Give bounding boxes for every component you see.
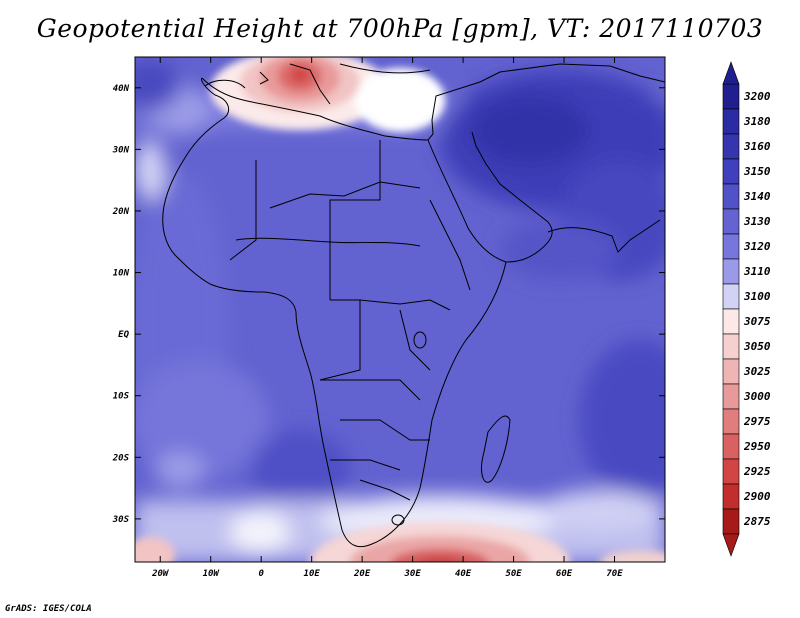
colorbar-segment — [722, 358, 740, 385]
x-tick-label: 20W — [151, 569, 170, 579]
x-tick-label: 60E — [556, 569, 573, 579]
map-field — [135, 57, 665, 562]
colorbar-label: 3140 — [743, 190, 771, 203]
x-tick-label: 0 — [258, 569, 264, 579]
x-tick-label: 10W — [203, 569, 221, 579]
colorbar-label: 3025 — [743, 365, 771, 378]
colorbar-segment — [722, 233, 740, 260]
colorbar-segment — [722, 433, 740, 460]
colorbar-label: 2875 — [743, 515, 771, 528]
x-tick-label: 50E — [505, 569, 522, 579]
colorbar-segment — [722, 133, 740, 160]
x-tick-label: 20E — [353, 569, 371, 579]
colorbar-label: 3075 — [743, 315, 771, 328]
colorbar-segment — [722, 258, 740, 285]
colorbar-label: 3130 — [743, 215, 771, 228]
y-tick-label: 30N — [112, 145, 130, 155]
colorbar-label: 3200 — [743, 90, 771, 103]
colorbar-segment — [722, 458, 740, 485]
x-tick-label: 30E — [403, 569, 421, 579]
colorbar-segment — [722, 283, 740, 310]
colorbar-label: 3180 — [743, 115, 771, 128]
coastlines — [162, 63, 665, 548]
colorbar-segment — [722, 333, 740, 360]
colorbar: 3200 3180 3160 3150 3140 3130 3120 3110 3100 3075… — [722, 61, 771, 557]
y-tick-label: 40N — [113, 84, 130, 94]
colorbar-label: 3050 — [743, 340, 771, 353]
chart-title: Geopotential Height at 700hPa [gpm], VT:… — [36, 14, 764, 43]
colorbar-segment — [722, 308, 740, 335]
colorbar-segment — [722, 158, 740, 185]
colorbar-segment — [722, 408, 740, 435]
colorbar-segment — [722, 108, 740, 135]
colorbar-label: 3110 — [743, 265, 771, 278]
x-tick-label: 10E — [304, 569, 321, 579]
y-tick-label: 20S — [112, 453, 130, 463]
x-tick-label: 70E — [606, 569, 623, 579]
map-frame — [134, 56, 666, 563]
colorbar-segment — [722, 83, 740, 110]
x-tick-label: 40E — [455, 569, 472, 579]
y-tick-label: 20N — [112, 207, 130, 217]
y-tick-label: EQ — [118, 330, 129, 340]
colorbar-segment — [722, 383, 740, 410]
colorbar-segment — [722, 183, 740, 210]
colorbar-label: 2975 — [743, 415, 771, 428]
credit-text: GrADS: IGES/COLA — [5, 604, 92, 614]
colorbar-label: 2950 — [743, 440, 771, 453]
colorbar-segment — [722, 208, 740, 235]
colorbar-segment — [722, 483, 740, 510]
colorbar-label: 2900 — [743, 490, 771, 503]
colorbar-top-arrow — [722, 61, 740, 85]
colorbar-segment — [722, 508, 740, 535]
colorbar-label: 3100 — [743, 290, 771, 303]
colorbar-label: 3150 — [743, 165, 771, 178]
colorbar-label: 3120 — [743, 240, 771, 253]
colorbar-label: 2925 — [743, 465, 771, 478]
y-tick-label: 30S — [112, 515, 130, 525]
y-tick-label: 10S — [113, 392, 130, 402]
axis-ticks: 20W 10W 0 10E 20E 30E 40E 50E 60E 70E 40N 30N 20N 10N… — [112, 57, 665, 579]
colorbar-bottom-arrow — [722, 533, 740, 557]
colorbar-label: 3160 — [743, 140, 771, 153]
y-tick-label: 10N — [113, 269, 130, 279]
colorbar-label: 3000 — [743, 390, 771, 403]
